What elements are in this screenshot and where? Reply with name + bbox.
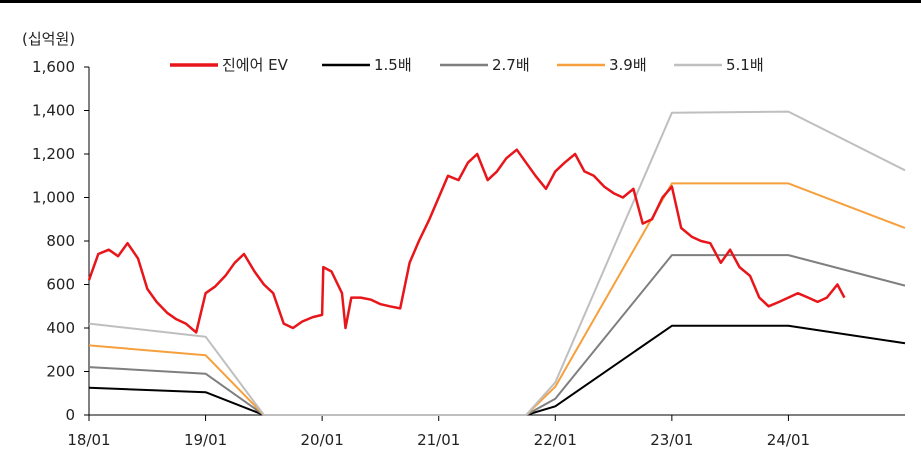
legend-label-1: 1.5배: [374, 56, 412, 74]
y-tick-label: 1,400: [32, 102, 75, 120]
series-line-2: [88, 254, 906, 416]
series-line-0: [87, 148, 846, 334]
series-layer: [87, 110, 906, 416]
series-line-1: [88, 324, 906, 416]
x-tick-label: 18/01: [67, 431, 110, 449]
y-tick-label: 400: [46, 319, 75, 337]
y-tick-label: 1,600: [32, 58, 75, 76]
y-tick-label: 600: [46, 276, 75, 294]
x-tick-label: 21/01: [417, 431, 460, 449]
y-tick-label: 200: [46, 363, 75, 381]
y-tick-label: 1,000: [32, 189, 75, 207]
top-rule: [0, 0, 921, 3]
legend: 진에어 EV 1.5배 2.7배 3.9배 5.1배: [170, 56, 764, 74]
legend-label-4: 5.1배: [726, 56, 764, 74]
unit-label: (십억원): [22, 30, 75, 48]
y-tick-label: 1,200: [32, 145, 75, 163]
legend-label-0: 진에어 EV: [222, 56, 289, 74]
y-axis: 0 200 400 600 800 1,000 1,200 1,400 1,600: [32, 58, 90, 424]
series-line-4: [88, 110, 906, 416]
x-tick-label: 23/01: [650, 431, 693, 449]
x-tick-label: 20/01: [301, 431, 344, 449]
x-axis: 18/01 19/01 20/01 21/01 22/01 23/01 24/01: [67, 414, 905, 449]
y-tick-label: 800: [46, 232, 75, 250]
x-tick-label: 22/01: [534, 431, 577, 449]
x-tick-label: 19/01: [184, 431, 227, 449]
series-line-3: [88, 182, 906, 416]
legend-label-3: 3.9배: [609, 56, 647, 74]
x-tick-label: 24/01: [767, 431, 810, 449]
y-tick-label: 0: [65, 406, 75, 424]
legend-label-2: 2.7배: [492, 56, 530, 74]
